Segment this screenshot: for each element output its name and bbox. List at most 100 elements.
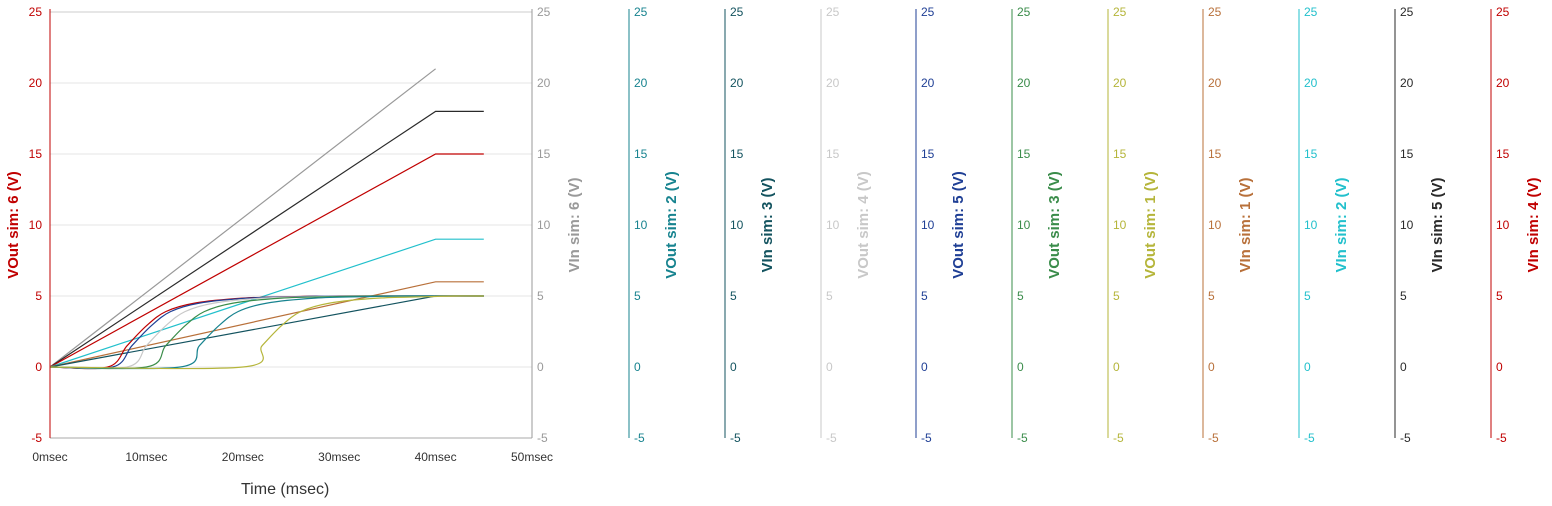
- y-tick-label: 25: [826, 5, 840, 19]
- y-tick-label: 0: [1304, 360, 1311, 374]
- y-tick-label: 15: [1208, 147, 1222, 161]
- y-tick-label: 5: [35, 289, 42, 303]
- y-tick-label: 0: [35, 360, 42, 374]
- y-tick-label: 20: [29, 76, 43, 90]
- y-axis-title: VIn sim: 6 (V): [566, 177, 583, 272]
- y-tick-label: 0: [1113, 360, 1120, 374]
- x-tick-label: 10msec: [125, 450, 167, 464]
- y-tick-label: 10: [29, 218, 43, 232]
- series-line: [49, 68, 436, 368]
- y-tick-label: 5: [634, 289, 641, 303]
- y-tick-label: 0: [730, 360, 737, 374]
- y-tick-label: 25: [29, 5, 43, 19]
- y-axis-title: VIn sim: 5 (V): [1429, 177, 1446, 272]
- y-tick-label: -5: [730, 431, 741, 445]
- y-tick-label: 10: [1017, 218, 1031, 232]
- y-tick-label: -5: [1113, 431, 1124, 445]
- series-line: [49, 110, 484, 368]
- y-axis: -5 0 5 10 15 20 25 VIn sim: 5 (V): [1394, 5, 1446, 445]
- y-axis-title: VOut sim: 3 (V): [1046, 171, 1063, 279]
- plot-frame: [50, 11, 532, 439]
- y-tick-label: 20: [1113, 76, 1127, 90]
- y-axis: -5 0 5 10 15 20 25 VIn sim: 6 (V): [531, 5, 583, 445]
- series-group: [49, 68, 484, 370]
- y-tick-label: 25: [1400, 5, 1414, 19]
- series-line: [49, 281, 484, 368]
- y-tick-label: 5: [537, 289, 544, 303]
- x-tick-label: 50msec: [511, 450, 553, 464]
- y-tick-label: 25: [537, 5, 551, 19]
- y-tick-label: 15: [634, 147, 648, 161]
- y-axis: -5 0 5 10 15 20 25 VIn sim: 2 (V): [1298, 5, 1350, 445]
- y-axis: -5 0 5 10 15 20 25 VIn sim: 1 (V): [1202, 5, 1254, 445]
- y-tick-label: -5: [921, 431, 932, 445]
- y-tick-label: 15: [1400, 147, 1414, 161]
- y-axis: -5 0 5 10 15 20 25 VOut sim: 5 (V): [915, 5, 967, 445]
- y-tick-label: 10: [730, 218, 744, 232]
- y-tick-label: 20: [1208, 76, 1222, 90]
- y-axis-title: VOut sim: 5 (V): [950, 171, 967, 279]
- y-axis-title: VOut sim: 1 (V): [1142, 171, 1159, 279]
- y-tick-label: 20: [1400, 76, 1414, 90]
- y-tick-label: 20: [921, 76, 935, 90]
- y-tick-label: 25: [1304, 5, 1318, 19]
- y-tick-label: 10: [1208, 218, 1222, 232]
- grid: [50, 82, 532, 368]
- y-tick-label: 15: [537, 147, 551, 161]
- y-axis-title: VOut sim: 4 (V): [855, 171, 872, 279]
- x-tick-label: 0msec: [32, 450, 67, 464]
- y-axis-title: VOut sim: 6 (V): [5, 171, 22, 279]
- series-line: [49, 295, 484, 370]
- y-tick-label: 10: [1496, 218, 1510, 232]
- y-tick-label: -5: [31, 431, 42, 445]
- y-tick-label: 5: [1496, 289, 1503, 303]
- y-tick-label: 10: [1400, 218, 1414, 232]
- y-tick-label: -5: [1496, 431, 1507, 445]
- y-tick-label: 10: [1304, 218, 1318, 232]
- series-line: [49, 295, 484, 370]
- y-tick-label: 5: [1113, 289, 1120, 303]
- y-tick-label: 15: [921, 147, 935, 161]
- y-tick-label: 0: [921, 360, 928, 374]
- y-tick-label: 5: [1304, 289, 1311, 303]
- y-tick-label: 5: [1208, 289, 1215, 303]
- x-axis-title: Time (msec): [241, 481, 330, 498]
- y-tick-label: 5: [1017, 289, 1024, 303]
- y-tick-label: 5: [826, 289, 833, 303]
- y-tick-label: 0: [826, 360, 833, 374]
- y-tick-label: 15: [826, 147, 840, 161]
- y-tick-label: -5: [826, 431, 837, 445]
- y-axis-title: VIn sim: 1 (V): [1237, 177, 1254, 272]
- y-axis-title: VIn sim: 4 (V): [1525, 177, 1542, 272]
- y-axis: -5 0 5 10 15 20 25 VOut sim: 1 (V): [1107, 5, 1159, 445]
- y-tick-label: 25: [1496, 5, 1510, 19]
- x-tick-label: 30msec: [318, 450, 360, 464]
- y-tick-label: 5: [1400, 289, 1407, 303]
- y-tick-label: 5: [730, 289, 737, 303]
- y-axis: -5 0 5 10 15 20 25 VIn sim: 4 (V): [1490, 5, 1542, 445]
- y-axes: -5 0 5 10 15 20 25 VOut sim: 6 (V) -5 0 5 10 15 20 25 V…: [5, 5, 1542, 445]
- y-tick-label: -5: [1208, 431, 1219, 445]
- y-tick-label: 25: [730, 5, 744, 19]
- y-axis-title: VOut sim: 2 (V): [663, 171, 680, 279]
- y-tick-label: 10: [634, 218, 648, 232]
- series-line: [49, 153, 484, 368]
- y-tick-label: 15: [29, 147, 43, 161]
- y-tick-label: 15: [1017, 147, 1031, 161]
- y-tick-label: -5: [634, 431, 645, 445]
- y-tick-label: 20: [1304, 76, 1318, 90]
- y-tick-label: 0: [1400, 360, 1407, 374]
- y-tick-label: 0: [537, 360, 544, 374]
- y-tick-label: -5: [1400, 431, 1411, 445]
- y-axis-title: VIn sim: 2 (V): [1333, 177, 1350, 272]
- y-axis: -5 0 5 10 15 20 25 VOut sim: 3 (V): [1011, 5, 1063, 445]
- y-tick-label: 15: [1496, 147, 1510, 161]
- series-line: [49, 295, 484, 370]
- y-axis-title: VIn sim: 3 (V): [759, 177, 776, 272]
- y-tick-label: 20: [730, 76, 744, 90]
- y-tick-label: 15: [1113, 147, 1127, 161]
- y-tick-label: 25: [1017, 5, 1031, 19]
- x-tick-label: 20msec: [222, 450, 264, 464]
- y-tick-label: -5: [1017, 431, 1028, 445]
